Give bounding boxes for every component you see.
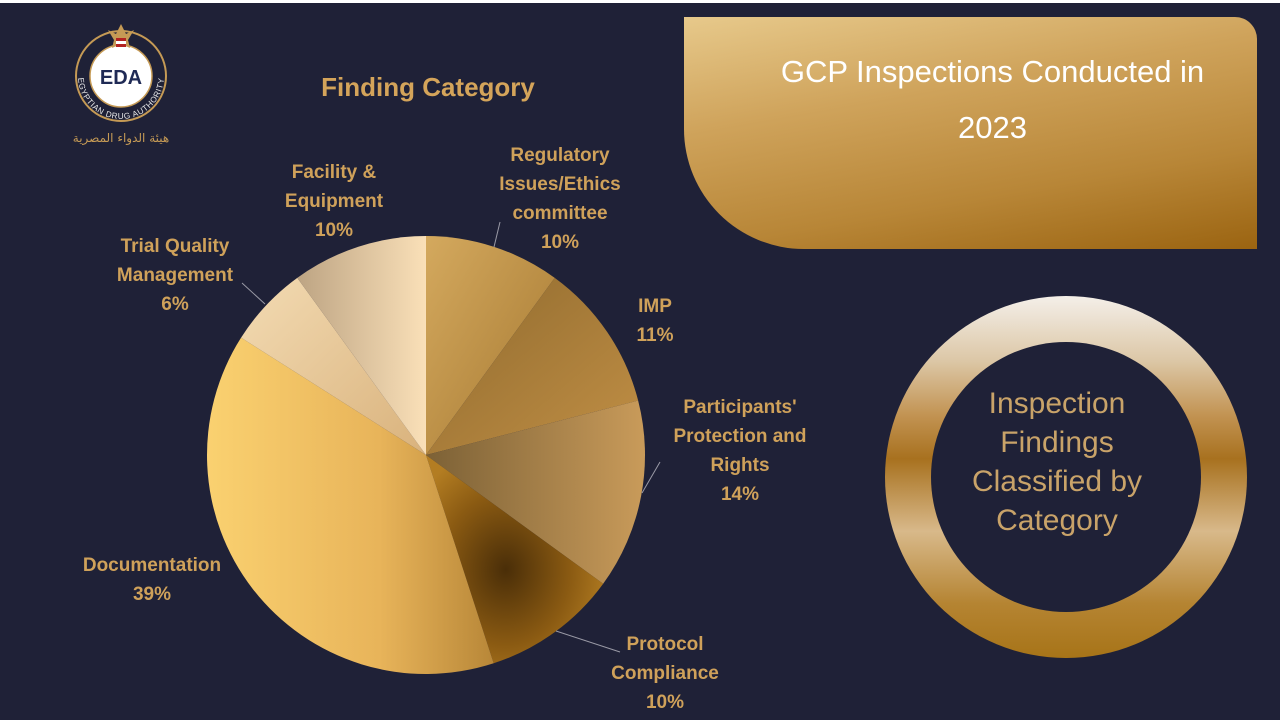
chart-title: Finding Category	[321, 72, 535, 102]
slice-label-line: IMP	[638, 296, 672, 317]
slice-label-line: committee	[512, 203, 608, 224]
leader-line	[493, 221, 501, 248]
pie-slice	[426, 455, 604, 664]
header-title-line1: GCP Inspections Conducted in	[780, 54, 1205, 89]
slice-label-line: Management	[116, 265, 234, 286]
header-title-line2: 2023	[958, 110, 1027, 145]
slice-label-line: Regulatory	[510, 145, 610, 166]
ring-caption-line1: Inspection	[988, 387, 1126, 420]
slice-label-line: Documentation	[82, 555, 222, 576]
slice-label: IMP 11%	[545, 292, 765, 350]
leader-line	[241, 282, 266, 305]
eda-emblem-icon: EDA EGYPTIAN DRUG AUTHORITY هيئة الدواء …	[73, 24, 169, 146]
pie-slice	[206, 337, 494, 674]
slice-value-label: 39%	[132, 584, 172, 605]
slice-label: Regulatory Issues/Ethics committee 10%	[450, 141, 670, 257]
slice-label: Trial Quality Management 6%	[65, 232, 285, 319]
slice-label-line: Protocol	[626, 634, 704, 655]
ring-caption: Inspection Findings Classified by Catego…	[936, 384, 1178, 540]
slice-label: Participants' Protection and Rights 14%	[630, 393, 850, 509]
pie-slice	[426, 400, 645, 584]
ring-caption-line3: Classified by	[971, 465, 1143, 498]
slice-value-label: 11%	[636, 325, 674, 346]
slice-label: Facility & Equipment 10%	[224, 158, 444, 245]
pie-slice	[426, 236, 555, 455]
slice-label-line: Compliance	[611, 663, 719, 684]
slice-value-label: 10%	[314, 220, 354, 241]
ring-caption-line4: Category	[996, 504, 1118, 537]
ring-caption-line2: Findings	[1000, 426, 1114, 459]
slice-label-line: Facility &	[291, 162, 377, 183]
slice-label: Documentation 39%	[42, 551, 262, 609]
slice-value-label: 10%	[645, 692, 685, 713]
slice-label: Protocol Compliance 10%	[555, 630, 775, 717]
leader-line	[641, 461, 661, 494]
logo-monogram: EDA	[100, 67, 142, 89]
slice-value-label: 10%	[540, 232, 580, 253]
slice-value-label: 6%	[161, 294, 189, 315]
pie-slice	[426, 277, 639, 455]
header-title: GCP Inspections Conducted in 2023	[740, 44, 1245, 156]
ring-center	[931, 342, 1201, 612]
logo-arabic-text: هيئة الدواء المصرية	[73, 131, 169, 146]
slice-label-line: Equipment	[284, 191, 384, 212]
pie-slice	[241, 277, 426, 455]
slice-label-line: Participants'	[683, 397, 797, 418]
slice-value-label: 14%	[720, 484, 760, 505]
header-banner	[684, 17, 1257, 249]
slice-label-line: Rights	[710, 455, 770, 476]
pie-slice	[297, 236, 426, 455]
slice-label-line: Trial Quality	[120, 236, 230, 257]
slice-label-line: Issues/Ethics	[499, 174, 621, 195]
leader-line	[555, 630, 621, 653]
slice-label-line: Protection and	[673, 426, 807, 447]
top-strip	[0, 0, 1280, 3]
eda-logo: EDA EGYPTIAN DRUG AUTHORITY هيئة الدواء …	[68, 18, 174, 153]
